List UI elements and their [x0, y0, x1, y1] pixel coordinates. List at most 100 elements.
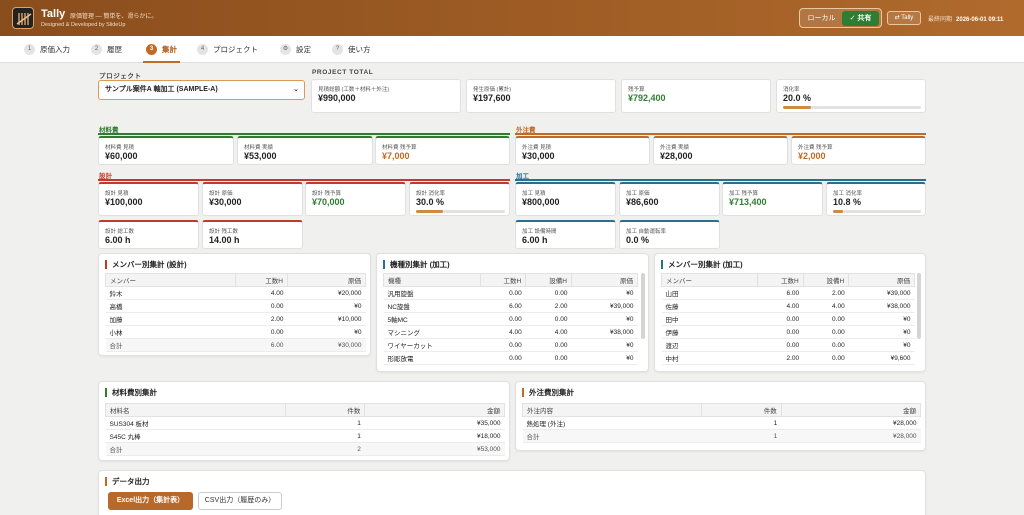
card-value: ¥53,000 [244, 151, 277, 161]
machining-equipment-hours-card: 加工 設備時間 6.00 h [515, 220, 616, 249]
last-sync-label: 最終同期 [928, 17, 953, 23]
table-cell: 熱処理 (外注) [522, 416, 702, 430]
table-scrollbar[interactable] [641, 273, 645, 339]
table-cell: 0.00 [757, 325, 804, 339]
column-header: メンバー [660, 273, 759, 287]
outsource-section-label: 外注費 [516, 127, 536, 134]
table-cell: 1 [701, 429, 782, 443]
app-credit: Designed & Developed by SlideUp [41, 22, 126, 28]
mode-local-button[interactable]: ローカル [807, 15, 836, 22]
card-title: 加工 消化率 [833, 191, 863, 197]
table-row: 鈴木 4.00 ¥20,000 [105, 286, 366, 300]
table-row: 山田 6.00 2.00 ¥39,000 [661, 286, 915, 300]
app-subtitle: 原価管理 — 簡単を、滑らかに。 [70, 14, 158, 20]
table-cell: 高橋 [105, 299, 236, 313]
card-title: 加工 自動運転率 [626, 229, 667, 235]
total-remaining-card: 残予算 ¥792,400 [621, 79, 771, 113]
table-cell: 4.00 [525, 325, 572, 339]
table-cell: マシニング [383, 325, 481, 339]
table-cell: ¥9,600 [848, 351, 915, 365]
card-value: ¥30,000 [522, 151, 555, 161]
table-cell: 0.00 [480, 286, 526, 300]
design-total-hours-card: 設計 総工数 6.00 h [98, 220, 199, 249]
tab-cost-input[interactable]: 1 原価入力 [24, 36, 70, 63]
tally-sync-button[interactable]: ⇄ Tally [887, 11, 921, 25]
table-cell: ¥0 [571, 286, 638, 300]
card-title: 設計 総工数 [105, 229, 135, 235]
project-total-label: PROJECT TOTAL [312, 69, 374, 76]
machining-section-label: 加工 [516, 173, 529, 180]
table-row: 中村 2.00 0.00 ¥9,600 [661, 351, 915, 365]
member-design-table: メンバー 工数H 原価 鈴木 4.00 ¥20,000 高橋 0.00 ¥0 加藤 2.00 ¥… [105, 273, 366, 352]
card-title: 残予算 [628, 87, 645, 93]
table-cell: 0.00 [757, 312, 804, 326]
mode-switch: ローカル ✓ 共有 [799, 8, 882, 28]
card-title: 加工 設備時間 [522, 229, 557, 235]
project-label: プロジェクト [99, 73, 142, 80]
card-value: 30.0 % [416, 197, 445, 207]
project-select[interactable]: サンプル案件A 軸加工 (SAMPLE-A) ⌄ [98, 80, 305, 100]
gear-icon: ⚙ [280, 43, 291, 55]
card-value: ¥792,400 [628, 93, 666, 103]
project-select-value: サンプル案件A 軸加工 (SAMPLE-A) [105, 86, 218, 93]
outsource-divider [515, 133, 926, 135]
column-header: メンバー [105, 273, 236, 287]
table-scrollbar[interactable] [917, 273, 921, 339]
column-header: 設備H [802, 273, 850, 287]
table-cell: ¥0 [571, 338, 638, 352]
tab-settings[interactable]: ⚙ 設定 [280, 36, 311, 63]
tab-bar: 1 原価入力 2 履歴 3 集計 4 プロジェクト ⚙ 設定 ? 使い方 [0, 36, 1024, 63]
table-cell: 2.00 [525, 299, 572, 313]
table-cell: ¥30,000 [287, 338, 366, 352]
csv-export-button[interactable]: CSV出力（履歴のみ） [198, 492, 282, 510]
table-cell: ワイヤーカット [383, 338, 481, 352]
machining-estimate-card: 加工 見積 ¥800,000 [515, 182, 616, 216]
column-header: 原価 [848, 273, 915, 287]
column-header: 外注内容 [521, 403, 703, 417]
export-panel: データ出力 Excel出力（集計表） CSV出力（履歴のみ） [98, 470, 926, 515]
table-cell: 2.00 [757, 351, 804, 365]
table-row: 汎用旋盤 0.00 0.00 ¥0 [383, 286, 638, 300]
machining-remaining-card: 加工 残予算 ¥713,400 [722, 182, 823, 216]
table-cell: 0.00 [757, 338, 804, 352]
card-title: 設計 残予算 [312, 191, 342, 197]
design-estimate-card: 設計 見積 ¥100,000 [98, 182, 199, 216]
tab-summary[interactable]: 3 集計 [143, 36, 180, 63]
table-cell: 加藤 [105, 312, 236, 326]
tab-number: 1 [24, 43, 35, 55]
table-cell: ¥38,000 [571, 325, 638, 339]
table-cell: 汎用旋盤 [383, 286, 481, 300]
panel-title: メンバー別集計 (設計) [105, 260, 187, 269]
table-header: メンバー 工数H 原価 [105, 273, 366, 287]
tab-project[interactable]: 4 プロジェクト [197, 36, 258, 63]
card-value: 20.0 % [783, 93, 812, 103]
panel-title: メンバー別集計 (加工) [661, 260, 743, 269]
mode-shared-button[interactable]: ✓ 共有 [842, 11, 879, 26]
tab-number: 2 [91, 43, 102, 55]
table-cell: 山田 [661, 286, 758, 300]
design-section-label: 設計 [99, 173, 112, 180]
table-cell: 0.00 [803, 325, 849, 339]
column-header: 原価 [570, 273, 639, 287]
table-cell: 鈴木 [105, 286, 236, 300]
table-cell: ¥0 [848, 312, 915, 326]
panel-title: データ出力 [105, 477, 150, 486]
table-cell: 合計 [105, 338, 236, 352]
tab-label: 使い方 [348, 45, 371, 54]
table-cell: SUS304 板材 [105, 416, 286, 430]
app-header: Tally 原価管理 — 簡単を、滑らかに。 Designed & Develo… [0, 0, 1024, 36]
tab-help[interactable]: ? 使い方 [332, 36, 371, 63]
table-cell: 田中 [661, 312, 758, 326]
tab-history[interactable]: 2 履歴 [91, 36, 122, 63]
card-title: 設計 原価 [209, 191, 233, 197]
table-row: 渡辺 0.00 0.00 ¥0 [661, 338, 915, 352]
last-sync-time: 2026-06-01 09:11 [956, 17, 1004, 23]
column-header: 工数H [479, 273, 527, 287]
excel-export-button[interactable]: Excel出力（集計表） [108, 492, 193, 510]
table-header: 機種 工数H 設備H 原価 [383, 273, 639, 287]
table-cell: ¥0 [571, 312, 638, 326]
table-cell: 1 [701, 416, 782, 430]
progress-bar [783, 106, 921, 109]
tab-label: プロジェクト [213, 45, 258, 54]
table-cell: 6.00 [480, 299, 526, 313]
